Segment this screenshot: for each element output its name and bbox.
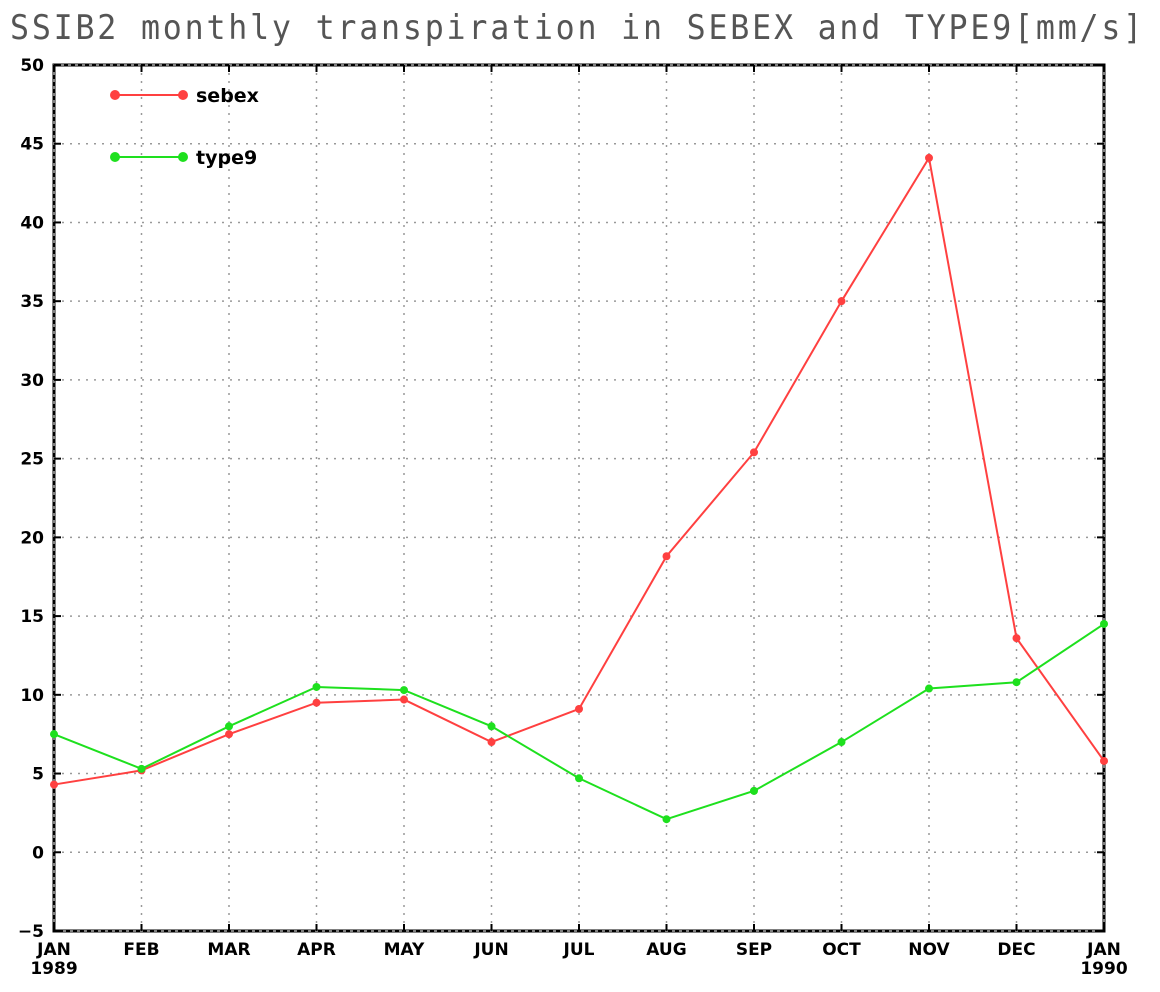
type9-point [575,774,583,783]
type9-point [837,738,846,747]
y-axis-ticks: −5 0 5 10 15 20 25 30 35 40 45 50 [18,56,1104,942]
legend-marker-type9 [110,152,120,162]
type9-point [750,786,758,795]
sebex-point [1100,756,1108,765]
type9-point [662,815,671,824]
x-tick-label: 1989 [30,959,77,979]
gridlines [54,65,1104,931]
y-tick-label: 5 [32,765,44,785]
x-tick-label: APR [297,940,336,960]
x-tick-label: NOV [908,940,950,960]
x-tick-label: MAR [207,940,250,960]
x-tick-label: SEP [736,940,772,960]
chart-title: SSIB2 monthly transpiration in SEBEX and… [10,8,1146,48]
x-tick-label: JUL [563,940,595,960]
y-tick-label: 20 [20,528,44,548]
type9-point [925,684,933,693]
x-tick-label: JAN [36,940,71,960]
x-tick-label: OCT [822,940,861,960]
legend-marker-type9 [178,152,188,162]
type9-point [137,764,146,773]
x-tick-label: MAY [384,940,425,960]
type9-point [312,682,321,691]
series-lines [50,153,1108,824]
sebex-point [312,698,321,707]
legend-marker-sebex [178,90,188,100]
sebex-point [487,738,496,747]
sebex-point [925,153,933,162]
sebex-point [225,730,233,739]
y-tick-label: 30 [20,371,44,391]
x-tick-label: JUN [473,940,508,960]
y-tick-label: 50 [20,56,44,76]
x-tick-label: 1990 [1080,959,1127,979]
sebex-point [750,448,758,457]
y-tick-label: 10 [20,686,44,706]
sebex-point [1012,634,1021,643]
type9-point [1100,619,1108,628]
sebex-point [50,780,58,789]
type9-point [225,722,233,731]
y-tick-label: 25 [20,450,44,470]
sebex-point [837,297,846,306]
x-tick-label: FEB [123,940,159,960]
x-tick-label: DEC [997,940,1035,960]
sebex-point [662,552,671,561]
x-tick-label: JAN [1086,940,1121,960]
x-tick-label: AUG [646,940,686,960]
legend-label-type9: type9 [196,147,257,169]
y-tick-label: 45 [20,135,44,155]
sebex-point [575,704,583,713]
type9-point [400,686,408,695]
y-tick-label: 35 [20,292,44,312]
legend-label-sebex: sebex [196,85,259,107]
type9-point [487,722,496,731]
y-tick-label: 0 [32,843,44,863]
type9-point [50,730,58,739]
legend: sebex type9 [110,85,259,169]
y-tick-label: 40 [20,213,44,233]
y-tick-label: 15 [20,607,44,627]
y-tick-label: −5 [18,922,44,942]
legend-marker-sebex [110,90,120,100]
sebex-point [400,695,408,704]
type9-point [1012,678,1021,687]
